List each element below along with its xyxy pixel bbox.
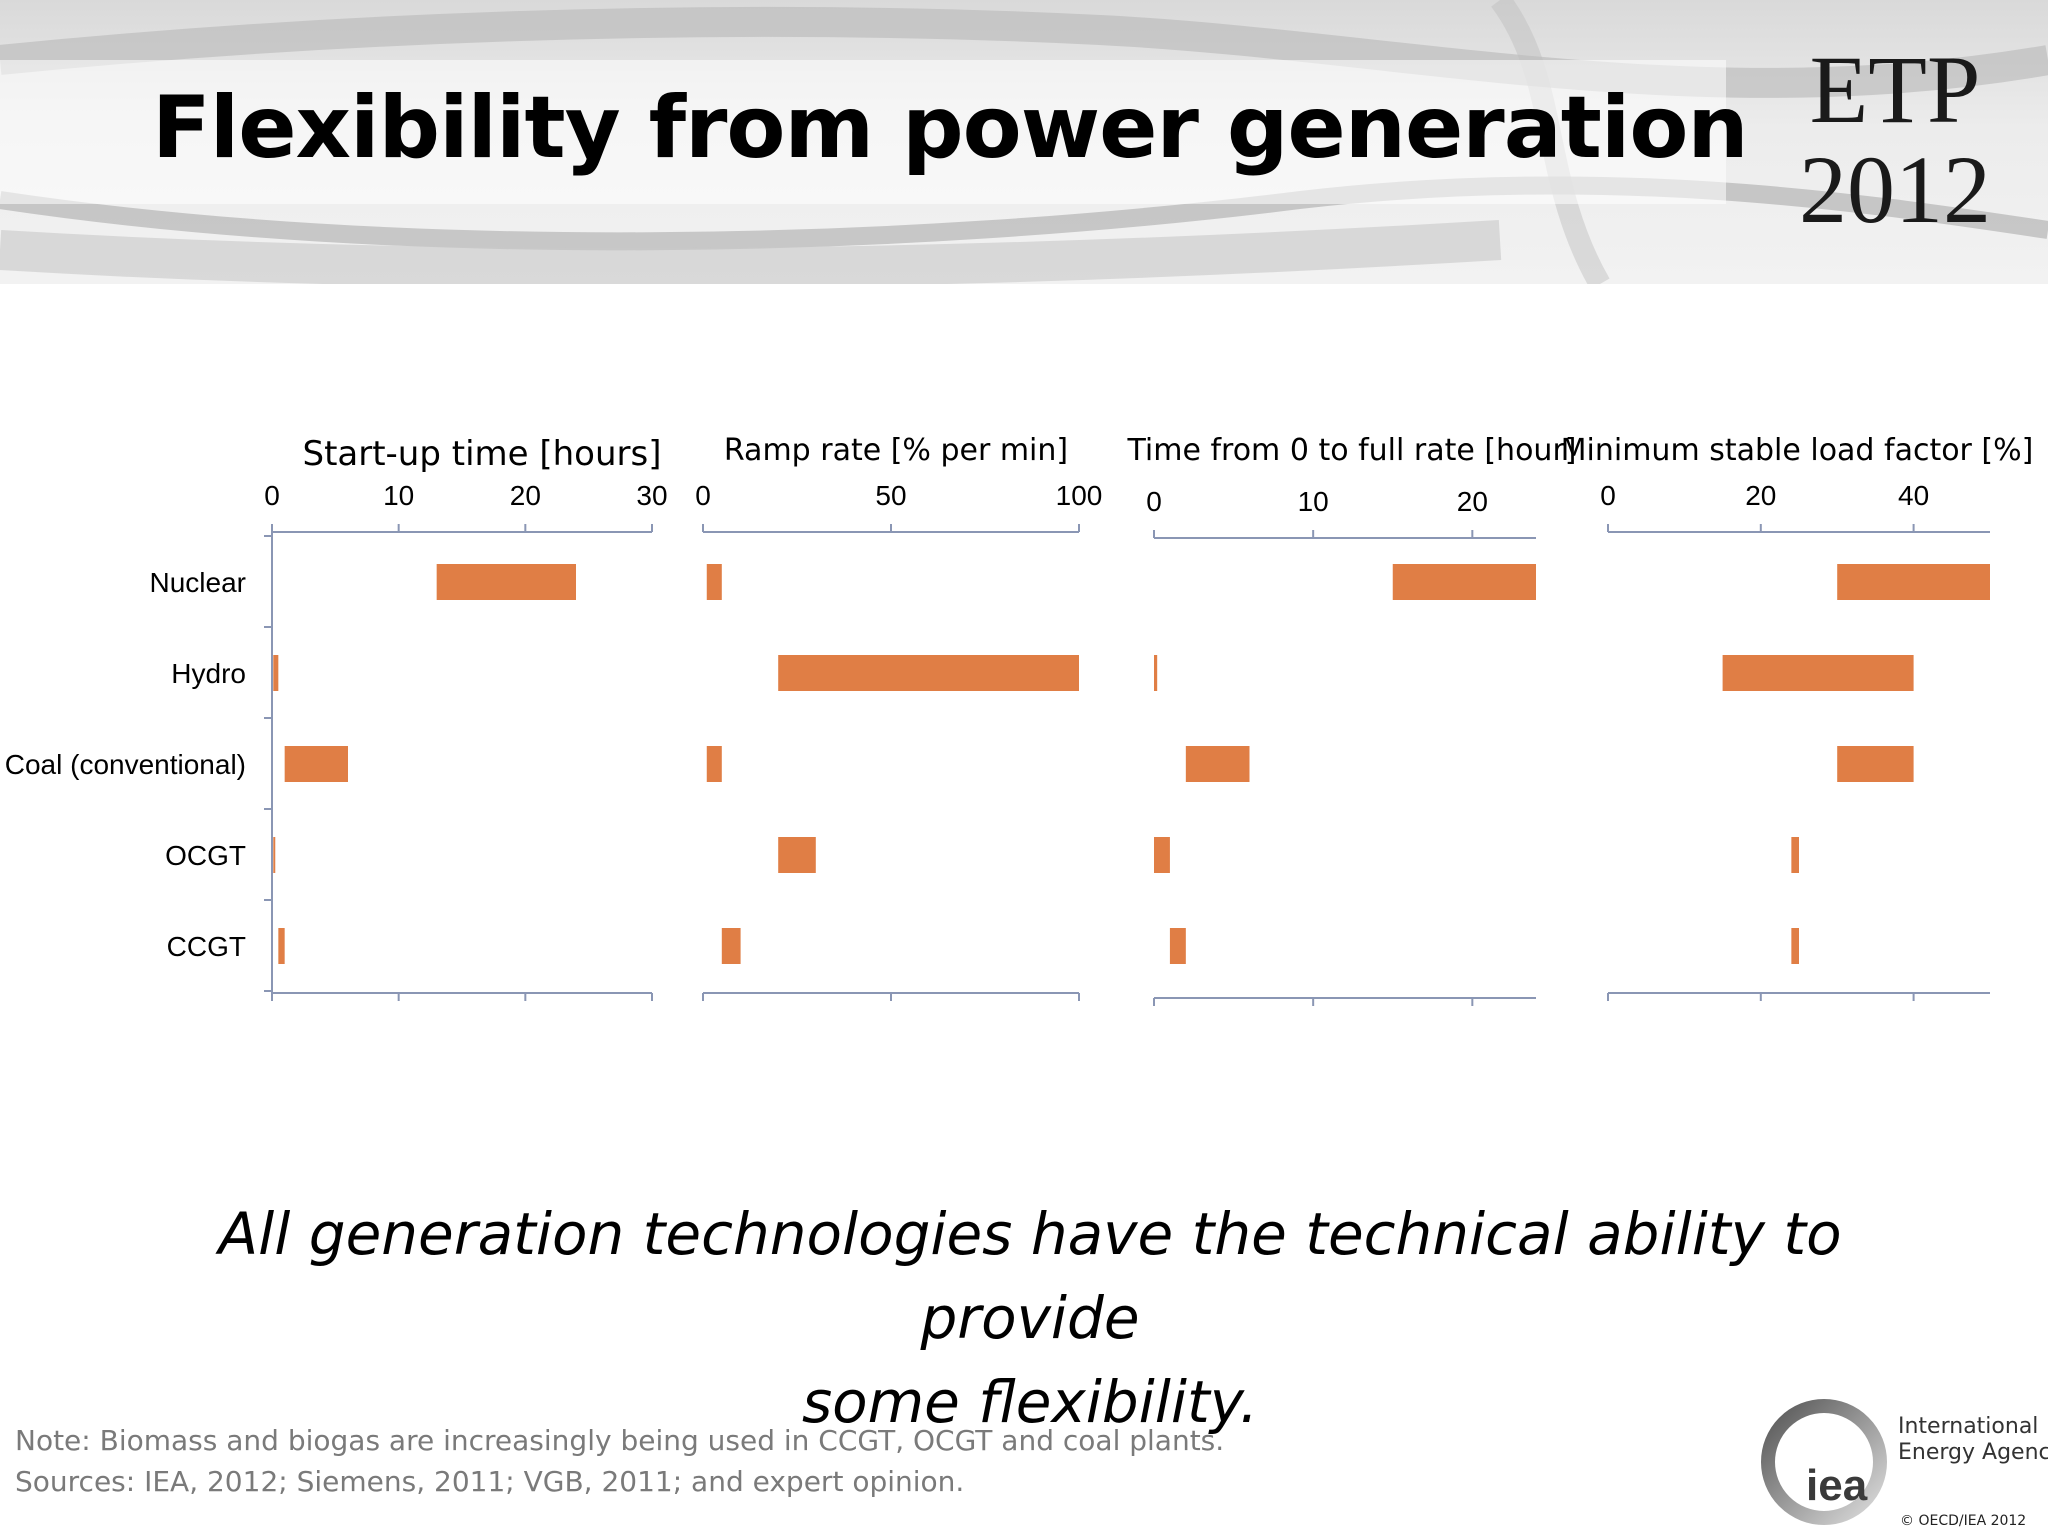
chart-title: Ramp rate [% per min]	[724, 433, 1068, 468]
range-bar	[284, 746, 348, 782]
tick-label: 10	[1298, 486, 1329, 517]
logo-line-2: 2012	[1799, 136, 1991, 243]
category-label: CCGT	[167, 931, 246, 962]
chart-title: Time from 0 to full rate [hour]	[1127, 433, 1577, 468]
range-bar	[1837, 564, 1990, 600]
tick-label: 10	[383, 480, 414, 511]
category-label: Hydro	[171, 658, 246, 689]
tick-label: 0	[1600, 480, 1616, 511]
header-banner	[0, 0, 2048, 284]
range-bar	[1154, 655, 1158, 691]
iea-name-line-2: Energy Agency	[1898, 1440, 2048, 1465]
range-bar	[778, 655, 1079, 691]
chart-title: Start-up time [hours]	[302, 434, 661, 474]
iea-mark: iea	[1806, 1461, 1868, 1510]
takeaway-message: All generation technologies have the tec…	[130, 1192, 1930, 1444]
range-bar	[721, 928, 741, 964]
range-bar	[1791, 928, 1799, 964]
range-bar	[1154, 837, 1170, 873]
range-bar	[778, 837, 816, 873]
range-bar	[1722, 655, 1914, 691]
tick-label: 20	[510, 480, 541, 511]
title-strip	[0, 60, 1726, 204]
iea-name: International Energy Agency	[1898, 1414, 2048, 1466]
iea-name-line-1: International	[1898, 1414, 2039, 1439]
category-label: Nuclear	[150, 567, 246, 598]
note-text: Note: Biomass and biogas are increasingl…	[15, 1424, 1225, 1457]
tick-label: 50	[875, 480, 906, 511]
copyright: © OECD/IEA 2012	[1900, 1513, 2027, 1529]
takeaway-line-1: All generation technologies have the tec…	[218, 1200, 1842, 1352]
category-label: Coal (conventional)	[5, 749, 246, 780]
tick-label: 20	[1745, 480, 1776, 511]
takeaway-line-2: some flexibility.	[801, 1368, 1259, 1436]
range-bar	[1169, 928, 1186, 964]
range-bar	[273, 837, 276, 873]
chart-title: Minimum stable load factor [%]	[1561, 433, 2034, 468]
tick-label: 0	[1146, 486, 1162, 517]
range-bar	[706, 746, 722, 782]
range-bar	[436, 564, 576, 600]
range-bar	[1185, 746, 1250, 782]
tick-label: 30	[636, 480, 667, 511]
tick-label: 0	[264, 480, 280, 511]
range-bar	[1392, 564, 1536, 600]
tick-label: 100	[1056, 480, 1103, 511]
tick-label: 20	[1457, 486, 1488, 517]
iea-logo-icon: iea	[1761, 1399, 1887, 1525]
range-bar	[273, 655, 279, 691]
category-label: OCGT	[165, 840, 246, 871]
tick-label: 40	[1898, 480, 1929, 511]
tick-label: 0	[695, 480, 711, 511]
slide-title: Flexibility from power generation	[152, 78, 1749, 178]
range-bar	[1837, 746, 1914, 782]
logo-line-1: ETP	[1809, 36, 1981, 143]
etp-2012-logo: ETP 2012	[1780, 40, 2010, 240]
range-bar	[1791, 837, 1799, 873]
range-bar	[706, 564, 722, 600]
sources-text: Sources: IEA, 2012; Siemens, 2011; VGB, …	[15, 1465, 965, 1498]
range-bar	[278, 928, 285, 964]
